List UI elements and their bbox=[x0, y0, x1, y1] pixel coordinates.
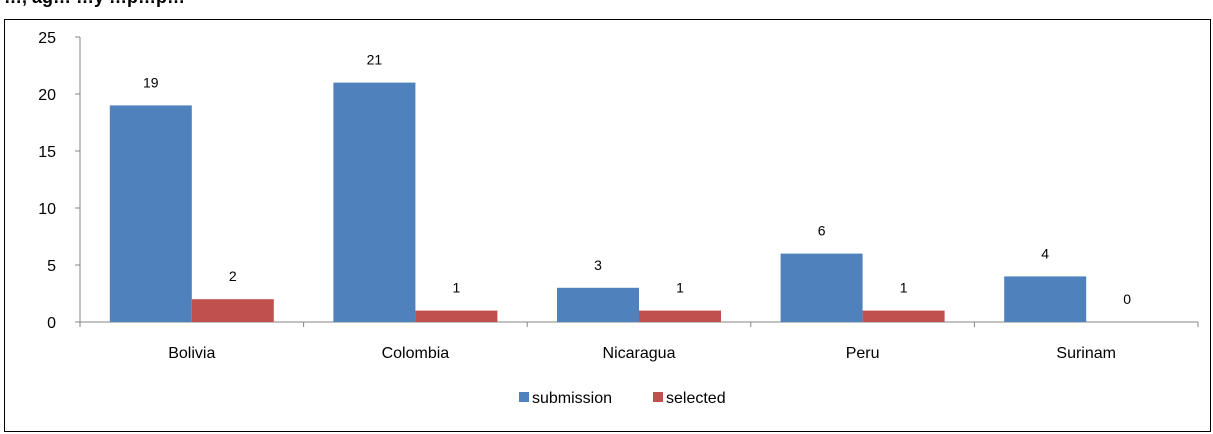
bar-selected bbox=[191, 299, 274, 322]
data-label-submission: 3 bbox=[594, 257, 602, 273]
y-tick-label: 0 bbox=[47, 315, 56, 332]
x-tick-label: Bolivia bbox=[168, 345, 215, 362]
bar-submission bbox=[333, 82, 416, 322]
y-tick-label: 5 bbox=[47, 258, 56, 275]
bars bbox=[109, 82, 1087, 323]
legend: submission selected bbox=[519, 390, 726, 407]
data-labels: 19 2 21 1 3 1 6 1 4 0 bbox=[143, 52, 1131, 307]
data-label-selected: 1 bbox=[676, 280, 684, 296]
y-tick-label: 15 bbox=[38, 144, 56, 161]
bar-selected bbox=[415, 310, 498, 322]
data-label-selected: 1 bbox=[453, 280, 461, 296]
legend-swatch-submission bbox=[519, 392, 529, 402]
x-tick-label: Colombia bbox=[382, 345, 450, 362]
clipped-header-text-strip: …, ag… …y …p…p… bbox=[0, 0, 1213, 9]
x-tick-label: Peru bbox=[846, 345, 880, 362]
y-tick-label: 20 bbox=[38, 87, 56, 104]
data-label-submission: 6 bbox=[818, 223, 826, 239]
bar-submission bbox=[780, 253, 863, 322]
chart-frame bbox=[4, 19, 1211, 432]
bar-selected bbox=[639, 310, 721, 322]
y-tick-label: 10 bbox=[38, 201, 56, 218]
data-label-submission: 19 bbox=[143, 74, 159, 90]
data-label-submission: 4 bbox=[1041, 245, 1049, 261]
clipped-header-text: …, ag… …y …p…p… bbox=[4, 0, 185, 8]
data-label-selected: 0 bbox=[1123, 291, 1131, 307]
bar-submission bbox=[1004, 276, 1087, 322]
y-tick-label: 25 bbox=[38, 30, 56, 47]
legend-label-selected: selected bbox=[666, 390, 726, 407]
x-tick-label: Nicaragua bbox=[603, 345, 676, 362]
data-label-selected: 1 bbox=[900, 280, 908, 296]
bar-submission bbox=[557, 287, 639, 322]
data-label-selected: 2 bbox=[229, 268, 237, 284]
x-tick-label: Surinam bbox=[1056, 345, 1116, 362]
bar-selected bbox=[862, 310, 945, 322]
legend-label-submission: submission bbox=[532, 390, 612, 407]
bar-submission bbox=[109, 105, 192, 323]
data-label-submission: 21 bbox=[367, 52, 383, 68]
legend-swatch-selected bbox=[653, 392, 663, 402]
